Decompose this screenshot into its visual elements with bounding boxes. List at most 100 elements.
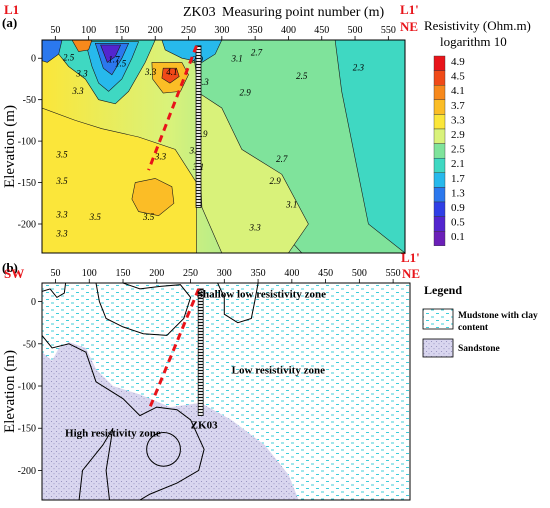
resistivity-boundary — [95, 283, 192, 336]
b-y-tick-label: -150 — [18, 424, 36, 435]
panel-b-axis-ticks: 50 100 150 200 250 300 350 400 450 500 550 0 -50 -100… — [18, 268, 401, 477]
b-x-tick-label: 250 — [183, 268, 198, 279]
resistivity-contour-region — [42, 107, 197, 253]
b-y-tick-label: -50 — [23, 339, 36, 350]
contour-label: 3.3 — [55, 228, 68, 238]
panel-b-borehole-zk03 — [197, 288, 204, 416]
colorbar-swatch — [433, 70, 446, 86]
resistivity-boundary — [42, 283, 67, 299]
resistivity-contour-region — [196, 90, 309, 253]
contour-label: 3.3 — [154, 151, 167, 161]
contour-label: 3.3 — [75, 68, 88, 78]
a-x-tick-label: 400 — [281, 25, 296, 36]
a-x-tick-label: 150 — [114, 25, 129, 36]
b-x-tick-label: 100 — [82, 268, 97, 279]
contour-label: 3.3 — [197, 77, 210, 87]
colorbar-swatch — [433, 143, 446, 159]
panel-b-zone-labels: Shallow low resistivity zone Low resistiv… — [65, 288, 326, 439]
panel-b-profile-end: L1' — [401, 250, 420, 265]
zone-label: Low resistivity zone — [232, 364, 325, 376]
panel-b-label: (b) — [2, 260, 18, 275]
panel-a-axis-ticks: 50 100 150 200 250 300 350 400 450 500 550 0 -50 -100… — [18, 25, 396, 230]
colorbar-tick-label: 3.3 — [451, 114, 465, 126]
colorbar-tick-label: 0.9 — [451, 202, 465, 214]
contour-label: 1.5 — [115, 59, 127, 69]
zone-label: Shallow low resistivity zone — [197, 288, 326, 300]
colorbar-tick-label: 1.3 — [451, 187, 465, 199]
panel-a-profile-end-dir: NE — [400, 19, 418, 34]
panel-a-contour-labels: 2.53.33.31.71.54.13.32.93.32.93.33.12.72… — [55, 48, 364, 239]
a-x-tick-label: 450 — [314, 25, 329, 36]
panel-b-profile-end-dir: NE — [402, 266, 420, 281]
colorbar-tick-label: 4.9 — [451, 56, 465, 68]
colorbar-tick-label: 4.1 — [451, 85, 465, 97]
colorbar-swatch — [433, 99, 446, 115]
colorbar-swatch — [433, 187, 446, 203]
panel-b-borehole-label: ZK03 — [191, 420, 218, 432]
panel-a-overlay — [147, 45, 202, 208]
colorbar-tick-label: 4.5 — [451, 71, 465, 83]
panel-a-profile-start: L1 — [4, 2, 19, 17]
panel-b-interpretation: (b) L1 SW L1' NE ZK03 Shallow low resist… — [2, 250, 538, 501]
b-x-tick-label: 450 — [318, 268, 333, 279]
a-x-tick-label: 350 — [248, 25, 263, 36]
legend-swatch-mudstone — [422, 308, 454, 330]
panel-a-fault-line — [147, 45, 198, 171]
resistivity-contour-region — [100, 44, 122, 63]
legend-label-mudstone-line1: Mudstone with clay — [458, 311, 538, 321]
contour-label: 2.9 — [269, 176, 281, 186]
panel-a-borehole-title: ZK03 — [183, 5, 216, 20]
b-y-tick-label: -100 — [18, 382, 36, 393]
legend-title: Legend — [424, 283, 462, 297]
contour-label: 3.1 — [231, 54, 243, 64]
resistivity-contour-region — [42, 40, 63, 63]
contour-label: 3.5 — [55, 176, 68, 186]
a-x-tick-label: 300 — [214, 25, 229, 36]
colorbar-tick-label: 0.1 — [451, 231, 465, 243]
colorbar-swatch — [433, 201, 446, 217]
panel-b-frame — [41, 282, 411, 501]
contour-label: 3.3 — [144, 67, 157, 77]
b-x-tick-label: 500 — [352, 268, 367, 279]
panel-a-borehole-zk03 — [195, 45, 202, 208]
contour-label: 2.5 — [63, 53, 75, 63]
a-y-tick-label: 0 — [31, 54, 36, 65]
a-x-tick-label: 550 — [381, 25, 396, 36]
legend: Legend Mudstone with clay content Sandst… — [422, 283, 538, 358]
a-x-tick-label: 250 — [181, 25, 196, 36]
panel-a-label: (a) — [2, 15, 17, 30]
colorbar-swatch — [433, 128, 446, 144]
contour-label: 3.3 — [189, 146, 202, 156]
legend-label-mudstone-line2: content — [458, 323, 489, 333]
a-y-tick-label: -100 — [18, 137, 36, 148]
resistivity-boundary — [42, 335, 205, 500]
panel-a-x-axis-label: Measuring point number (m) — [222, 5, 384, 20]
panel-a-y-axis-label: Elevation (m) — [2, 105, 18, 188]
colorbar: Resistivity (Ohm.m) logarithm 10 4.9 4.5 4… — [424, 18, 531, 246]
panel-b-fault-line — [148, 288, 201, 408]
colorbar-tick-label: 0.5 — [451, 217, 465, 229]
colorbar-tick-label: 2.1 — [451, 158, 465, 170]
colorbar-tick-label: 2.9 — [451, 129, 465, 141]
resistivity-boundary — [78, 427, 114, 500]
zone-label: High resistivity zone — [65, 428, 161, 440]
contour-label: 3.3 — [249, 223, 262, 233]
contour-label: 2.5 — [296, 71, 308, 81]
a-x-tick-label: 200 — [148, 25, 163, 36]
colorbar-title-line1: Resistivity (Ohm.m) — [424, 18, 531, 33]
colorbar-tick-label: 3.7 — [451, 100, 465, 112]
high-resistivity-core — [146, 431, 181, 467]
contour-label: 2.9 — [196, 129, 208, 139]
colorbar-swatch — [433, 84, 446, 100]
b-x-tick-label: 400 — [284, 268, 299, 279]
panel-b-geology: ZK03 — [42, 283, 299, 500]
sandstone-region — [42, 342, 299, 500]
a-x-tick-label: 500 — [348, 25, 363, 36]
contour-label: 3.1 — [285, 199, 297, 209]
contour-label: 2.9 — [240, 88, 252, 98]
panel-b-profile-start-dir: SW — [4, 266, 24, 281]
panel-a-profile-end: L1' — [400, 2, 419, 17]
colorbar-swatch — [433, 230, 446, 246]
resistivity-boundary — [217, 283, 259, 324]
